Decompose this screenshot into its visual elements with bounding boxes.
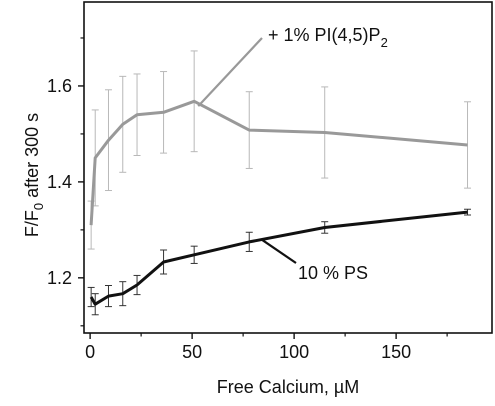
series-annotations-layer: + 1% PI(4,5)P2 10 % PS [197,25,388,283]
series-label-ps: 10 % PS [298,263,368,283]
x-tick-label: 150 [381,342,411,362]
series-label-pip2-main: + 1% PI(4,5)P [268,25,381,45]
x-tick-label: 100 [279,342,309,362]
series-lines-layer [89,99,468,306]
y-axis-title-main: F/F [22,210,42,237]
x-axis-title: Free Calcium, µM [217,377,359,397]
x-ticks-layer: 0 50 100 150 [85,333,448,362]
y-axis-title: F/F0 after 300 s [22,113,46,237]
y-ticks-layer: 1.2 1.4 1.6 [47,37,84,327]
y-axis-title-sub: 0 [31,203,46,210]
series-line-pip2 [89,99,468,226]
y-tick-label: 1.2 [47,268,72,288]
series-line-ps [89,210,468,306]
x-tick-label: 50 [182,342,202,362]
x-tick-label: 0 [85,342,95,362]
series-label-pip2-sub: 2 [381,35,388,50]
series-label-leader-pip2 [197,37,263,107]
y-tick-label: 1.6 [47,76,72,96]
series-label-leader-ps [260,238,297,264]
plot-area-frame [83,1,493,334]
series-label-ps-main: 10 % PS [298,263,368,283]
y-tick-label: 1.4 [47,172,72,192]
error-bars-layer [87,50,472,316]
y-axis-title-rest: after 300 s [22,113,42,203]
series-label-pip2: + 1% PI(4,5)P2 [268,25,388,50]
